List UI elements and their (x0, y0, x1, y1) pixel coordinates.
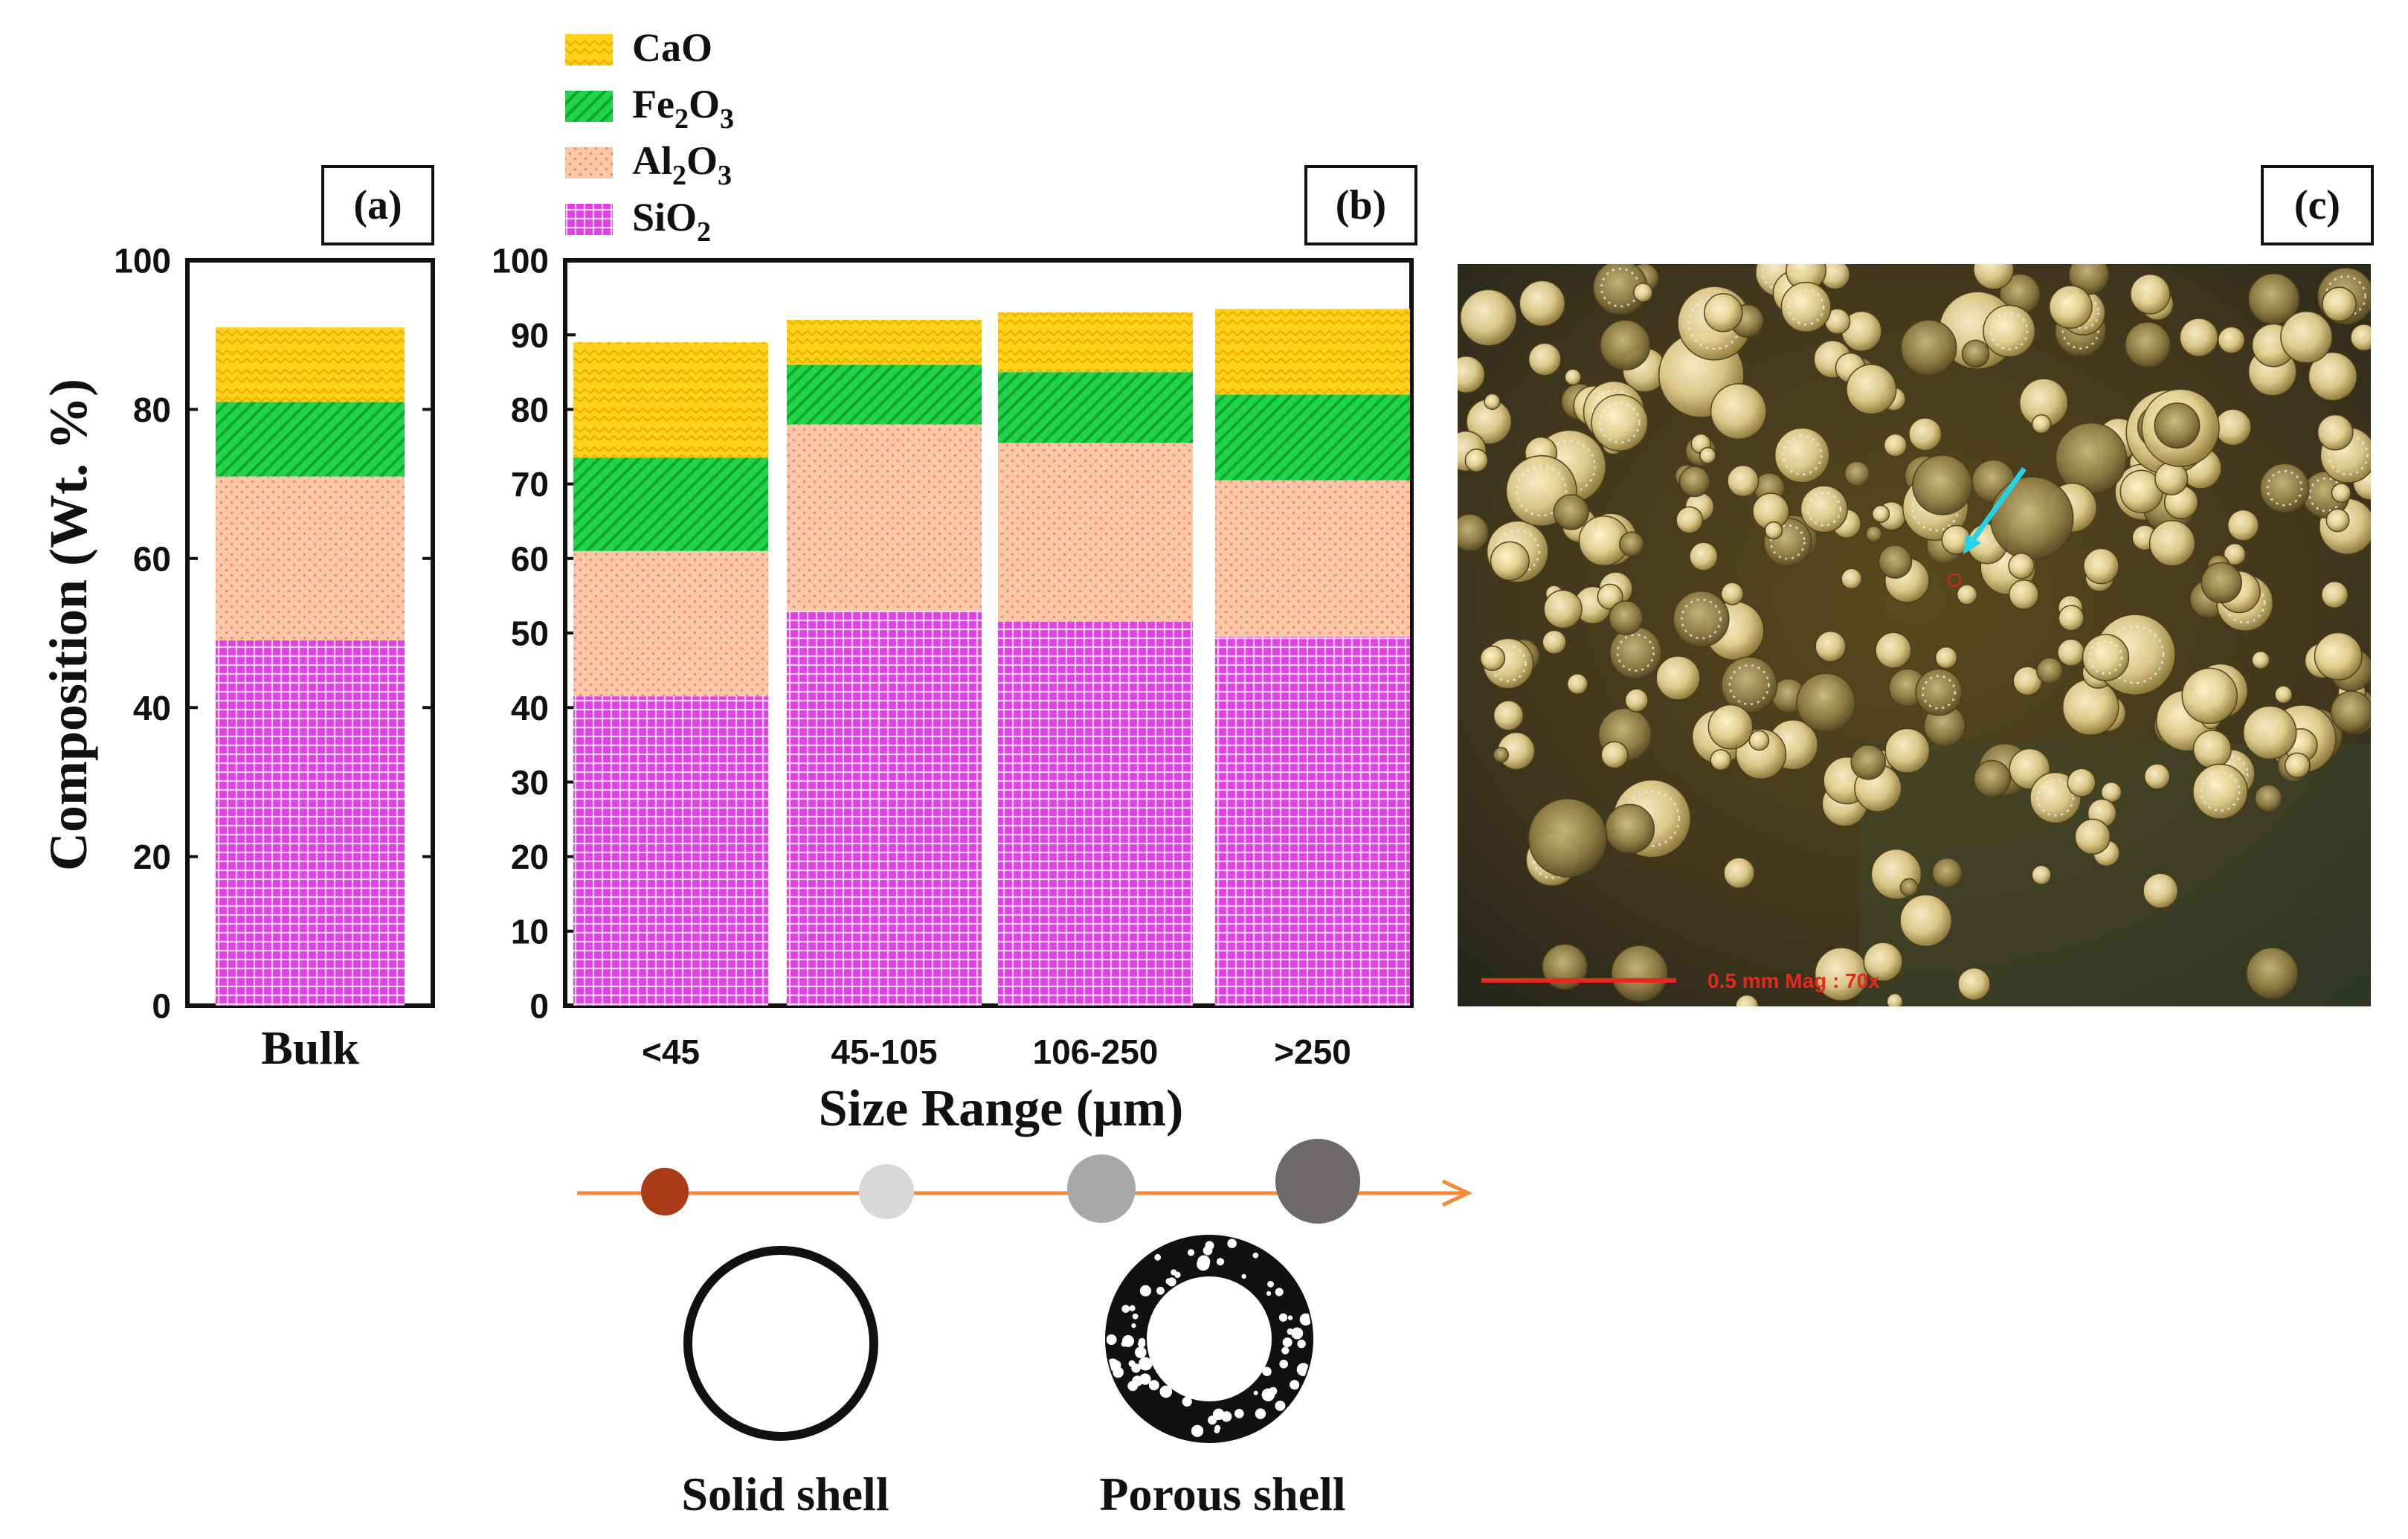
scale-text: 0.5 mm Mag : 70x (1707, 969, 1880, 992)
solid-shell-label: Solid shell (681, 1468, 889, 1520)
bar-Fe2O3-0 (573, 457, 768, 551)
y-tick-label: 40 (133, 689, 171, 727)
micrograph-arrow (1968, 466, 2026, 545)
bar-Fe2O3-2 (998, 372, 1193, 443)
bar-Fe2O3-3 (1215, 394, 1410, 481)
bar-Al2O3-0 (216, 476, 405, 641)
x-tick-label: 106-250 (1033, 1032, 1159, 1071)
particle-small (641, 1168, 689, 1215)
bar-SiO2-1 (787, 610, 982, 1006)
micrograph-particles (1458, 264, 2371, 1006)
particle-large (1067, 1154, 1136, 1223)
legend-swatch-CaO (565, 34, 613, 65)
bar-SiO2-3 (1215, 637, 1410, 1006)
panel-b-label: (b) (1336, 182, 1386, 228)
bar-Al2O3-2 (998, 443, 1193, 622)
chart-a: 0 20 40 60 80 100 Bulk (114, 242, 435, 1074)
bar-CaO-0 (216, 327, 405, 402)
y-tick-label: 80 (133, 391, 171, 429)
y-tick-label: 0 (152, 987, 171, 1026)
x-axis-label: Size Range (μm) (819, 1080, 1184, 1137)
porous-shell-label: Porous shell (1099, 1468, 1345, 1520)
legend-label-Al2O3: Al2O3 (632, 138, 732, 191)
y-tick-label: 10 (511, 912, 549, 951)
legend-swatch-Al2O3 (565, 147, 613, 179)
bar-Al2O3-1 (787, 424, 982, 611)
micrograph: 0.5 mm Mag : 70x (1458, 264, 2371, 1006)
bar-CaO-0 (573, 342, 768, 458)
y-tick-label: 60 (133, 539, 171, 578)
y-tick-label: 40 (511, 689, 549, 727)
y-axis-label: Composition (Wt. %) (39, 379, 98, 871)
particle-medium (859, 1164, 914, 1219)
y-tick-label: 50 (511, 614, 549, 653)
bar-Al2O3-3 (1215, 480, 1410, 637)
bar-Fe2O3-1 (787, 364, 982, 425)
panel-a-label-box: (a) (321, 165, 434, 245)
legend-label-CaO: CaO (632, 25, 712, 70)
legend-label-Fe2O3: Fe2O3 (632, 82, 734, 135)
panel-c-label: (c) (2294, 182, 2340, 228)
panel-c-label-box: (c) (2261, 165, 2374, 245)
bar-Al2O3-0 (573, 550, 768, 697)
y-tick-label: 70 (511, 465, 549, 504)
y-tick-label: 20 (133, 838, 171, 876)
y-tick-label: 80 (511, 391, 549, 429)
y-tick-label: 90 (511, 316, 549, 355)
legend-swatch-Fe2O3 (565, 91, 613, 122)
x-tick-label: 45-105 (831, 1032, 937, 1071)
schematic: Solid shell Porous shell (577, 1139, 1472, 1520)
particle-xlarge (1275, 1139, 1360, 1224)
y-tick-label: 30 (511, 763, 549, 802)
chart-b: 0 10 20 30 40 50 60 70 80 90 100 <45 45-105 106-250 >2… (492, 242, 1414, 1071)
porous-shell-icon (1105, 1235, 1313, 1443)
y-tick-label: 100 (492, 242, 549, 280)
y-tick-label: 20 (511, 838, 549, 876)
bar-SiO2-2 (998, 621, 1193, 1006)
solid-shell-icon (683, 1246, 878, 1441)
bar-CaO-3 (1215, 309, 1410, 395)
bar-Fe2O3-0 (216, 402, 405, 477)
x-tick-label: Bulk (261, 1021, 359, 1074)
y-tick-label: 0 (529, 987, 549, 1026)
bar-SiO2-0 (216, 640, 405, 1006)
bar-CaO-1 (787, 320, 982, 365)
y-tick-label: 100 (114, 242, 171, 280)
x-tick-label: <45 (642, 1032, 700, 1071)
bar-SiO2-0 (573, 696, 768, 1006)
panel-b-label-box: (b) (1304, 165, 1417, 245)
legend-label-SiO2: SiO2 (632, 195, 711, 248)
y-tick-label: 60 (511, 539, 549, 578)
panel-a-label: (a) (353, 182, 402, 228)
x-tick-label: >250 (1274, 1032, 1351, 1071)
legend-swatch-SiO2 (565, 204, 613, 235)
bar-CaO-2 (998, 312, 1193, 373)
